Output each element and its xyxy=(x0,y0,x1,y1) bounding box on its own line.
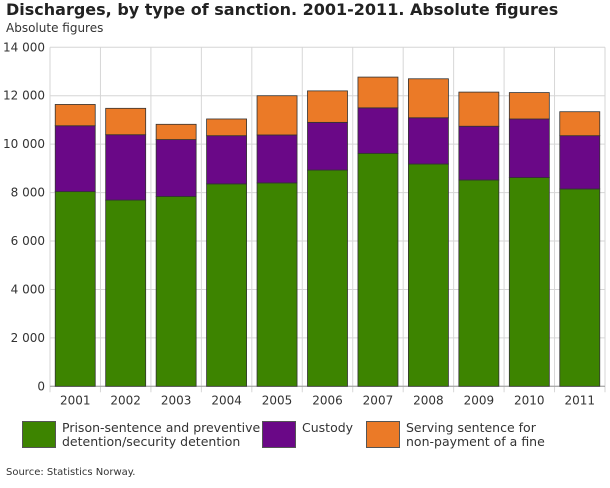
legend-label: non-payment of a fine xyxy=(406,434,545,449)
x-tick-label: 2008 xyxy=(413,393,444,407)
bar-2004-series-1 xyxy=(206,135,247,185)
source-note: Source: Statistics Norway. xyxy=(6,467,136,478)
x-tick-label: 2001 xyxy=(60,393,91,407)
bar-2001-series-0 xyxy=(54,191,96,387)
bar-2006-series-0 xyxy=(307,169,348,387)
bar-2008-series-2 xyxy=(408,78,449,119)
bar-2003-series-2 xyxy=(155,123,197,140)
bar-2007-series-1 xyxy=(357,107,399,154)
y-tick-label: 6 000 xyxy=(11,234,45,248)
x-tick-label: 2009 xyxy=(464,393,495,407)
bar-2007-series-2 xyxy=(357,76,399,109)
bar-2004-series-2 xyxy=(206,118,247,137)
x-tick-label: 2004 xyxy=(211,393,242,407)
x-tick-label: 2006 xyxy=(312,393,343,407)
bar-2003-series-1 xyxy=(155,139,197,197)
bar-2006-series-1 xyxy=(307,121,348,171)
bar-2003-series-0 xyxy=(155,196,197,387)
bar-2002-series-2 xyxy=(105,107,147,136)
bar-2004-series-0 xyxy=(206,183,247,387)
y-tick-label: 14 000 xyxy=(3,40,45,54)
bar-2002-series-1 xyxy=(105,134,147,201)
y-tick-label: 2 000 xyxy=(11,331,45,345)
bar-2005-series-0 xyxy=(256,182,298,387)
chart-title: Discharges, by type of sanction. 2001-20… xyxy=(6,0,559,19)
bar-2008-series-0 xyxy=(408,163,449,387)
plot-area: 0 2 000 4 000 6 000 8 000 10 000 12 000 14 000 2… xyxy=(3,40,606,407)
y-tick-label: 0 xyxy=(37,379,45,393)
bar-2011-series-2 xyxy=(559,111,601,137)
bar-2009-series-0 xyxy=(458,179,500,387)
x-tick-label: 2003 xyxy=(161,393,192,407)
y-tick-label: 10 000 xyxy=(3,137,45,151)
bar-2008-series-1 xyxy=(408,117,449,165)
x-tick-label: 2010 xyxy=(514,393,545,407)
legend-swatch-custody xyxy=(262,421,296,448)
legend-swatch-prison xyxy=(22,421,56,448)
bar-2010-series-1 xyxy=(508,118,550,178)
bar-2005-series-2 xyxy=(256,95,298,136)
bar-2011-series-0 xyxy=(559,188,601,387)
bar-2001-series-1 xyxy=(54,125,96,193)
legend-label: detention/security detention xyxy=(62,434,241,449)
bar-2002-series-0 xyxy=(105,199,147,387)
bar-2005-series-1 xyxy=(256,134,298,184)
y-axis-label: Absolute figures xyxy=(6,21,104,35)
bar-2011-series-1 xyxy=(559,135,601,190)
legend-swatch-fine xyxy=(366,421,400,448)
x-tick-label: 2002 xyxy=(110,393,141,407)
bar-2010-series-2 xyxy=(508,92,550,120)
legend-label: Prison-sentence and preventive xyxy=(62,420,261,435)
legend-label: Custody xyxy=(302,420,354,435)
x-tick-label: 2005 xyxy=(262,393,293,407)
bar-2009-series-1 xyxy=(458,125,500,181)
bar-2010-series-0 xyxy=(508,177,550,387)
y-tick-label: 8 000 xyxy=(11,186,45,200)
legend-item-prison: Prison-sentence and preventive detention/… xyxy=(22,421,260,449)
x-tick-label: 2011 xyxy=(564,393,595,407)
legend-item-custody: Custody xyxy=(262,421,353,448)
x-tick-label: 2007 xyxy=(363,393,394,407)
y-tick-label: 12 000 xyxy=(3,89,45,103)
bar-2006-series-2 xyxy=(307,90,348,123)
legend-label: Serving sentence for xyxy=(406,420,536,435)
bar-2001-series-2 xyxy=(54,104,96,127)
bar-2007-series-0 xyxy=(357,152,399,387)
bar-2009-series-2 xyxy=(458,91,500,127)
legend-item-fine: Serving sentence for non-payment of a fin… xyxy=(366,421,545,449)
y-tick-label: 4 000 xyxy=(11,282,45,296)
